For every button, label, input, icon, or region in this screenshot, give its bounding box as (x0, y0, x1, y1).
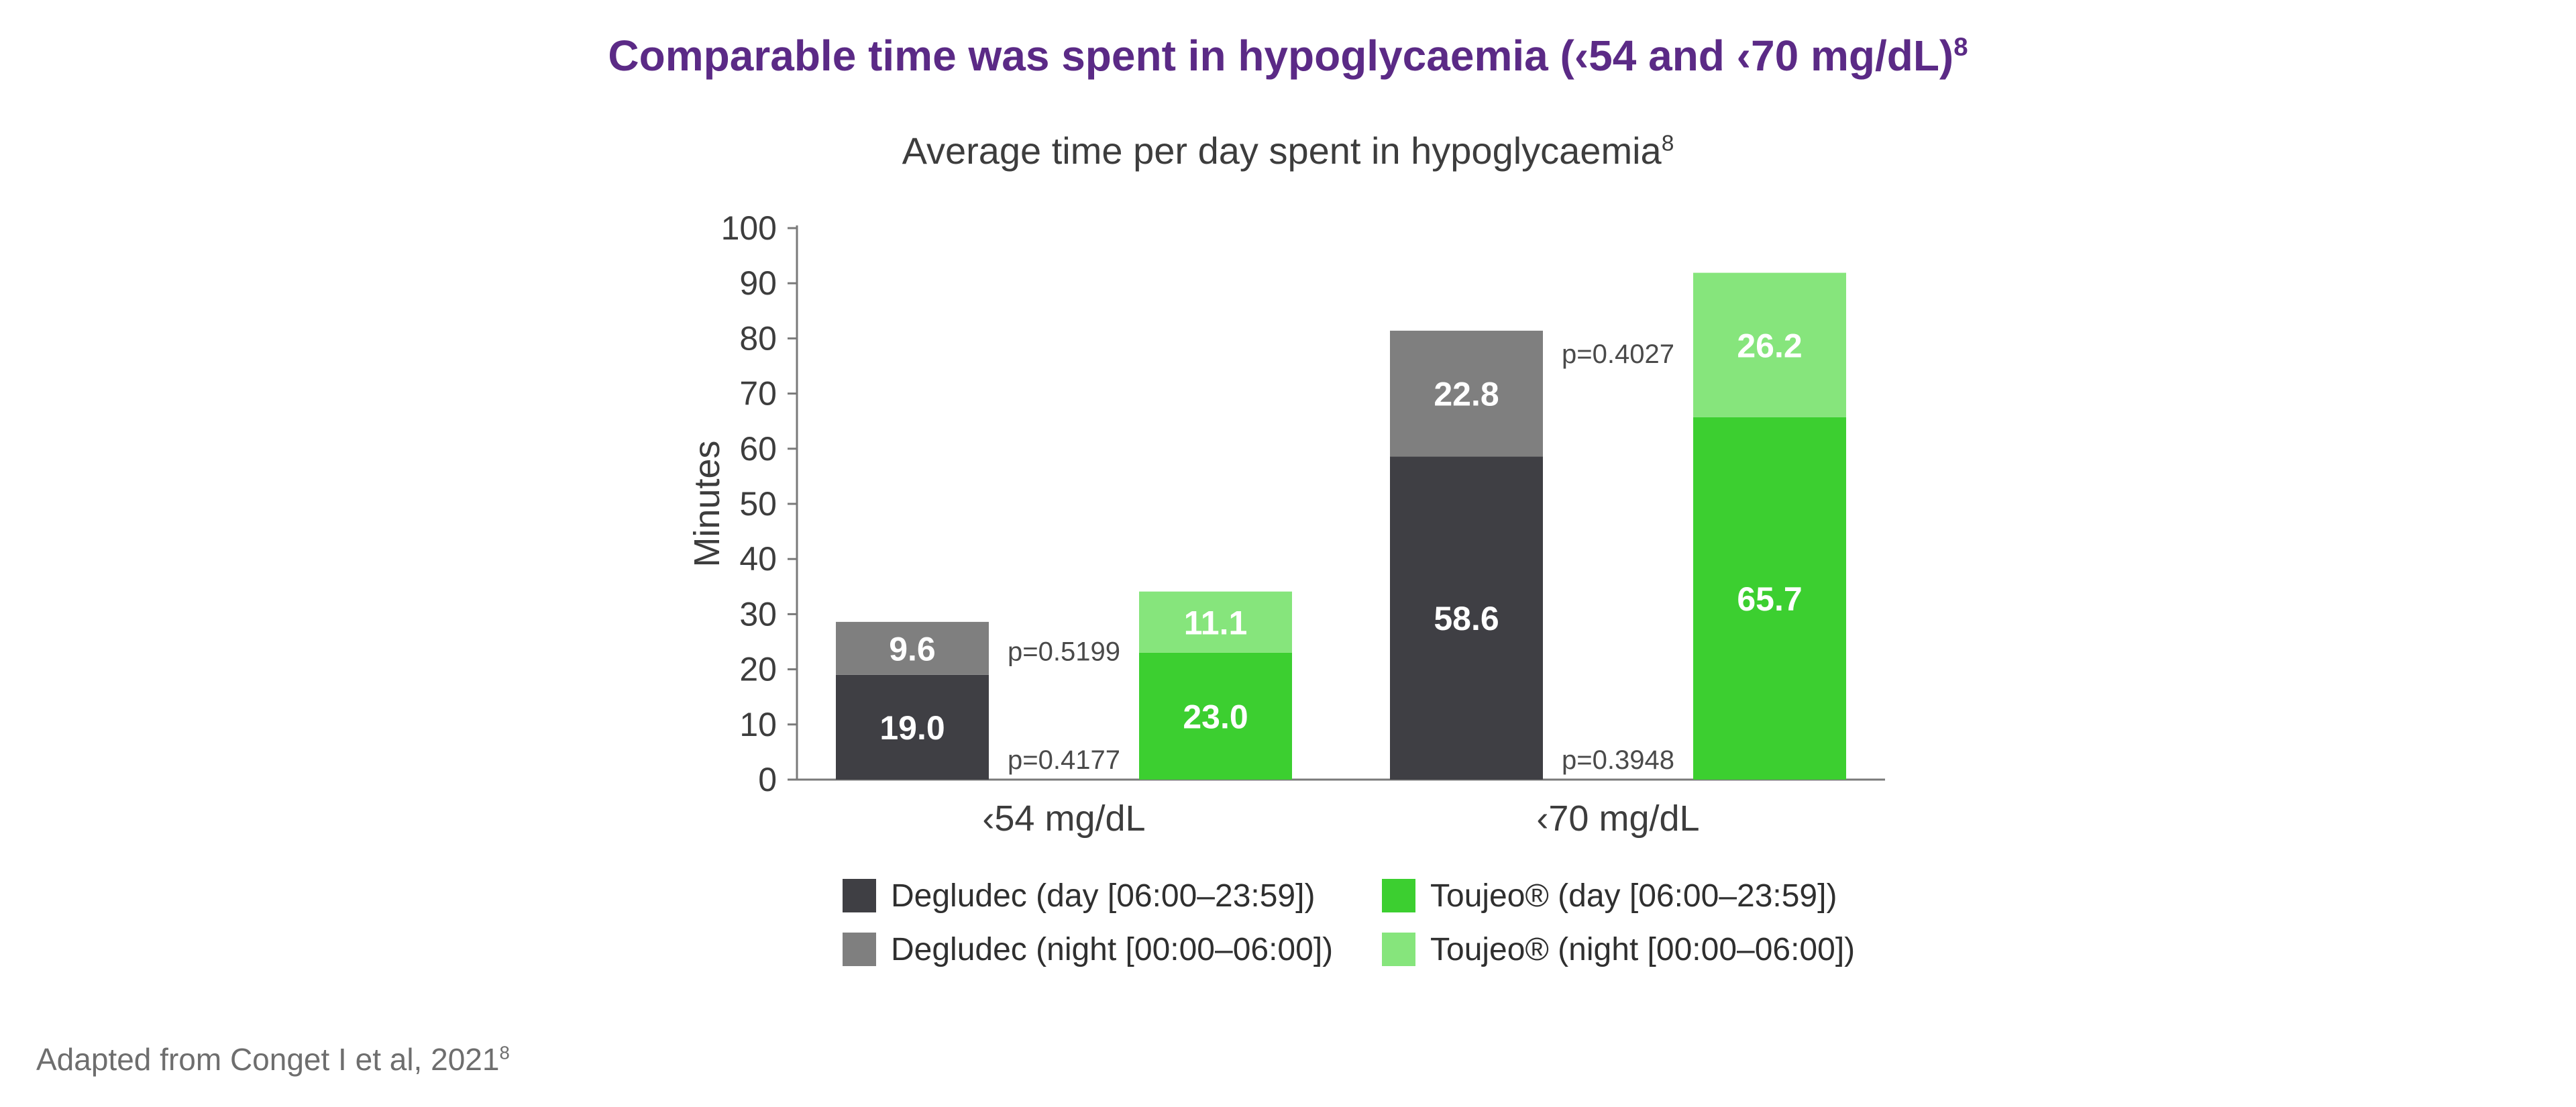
chart-title: Comparable time was spent in hypoglycaem… (0, 31, 2576, 81)
chart-title-reference: 8 (1953, 32, 1968, 62)
y-tick-label: 60 (739, 430, 777, 468)
p-value-night: p=0.5199 (1008, 637, 1120, 666)
source-footnote-reference: 8 (499, 1042, 510, 1063)
chart-subtitle: Average time per day spent in hypoglycae… (0, 129, 2576, 172)
y-tick-label: 100 (721, 209, 777, 247)
bar-label-day: 58.6 (1434, 600, 1499, 637)
bar-segment-night (1390, 330, 1543, 457)
bar-label-day: 19.0 (879, 709, 945, 747)
source-footnote-text: Adapted from Conget I et al, 2021 (36, 1042, 500, 1077)
bar-segment-day (836, 674, 989, 780)
y-tick-label: 0 (758, 761, 777, 798)
legend-label: Toujeo® (day [06:00–23:59]) (1430, 878, 1837, 914)
y-tick-label: 90 (739, 264, 777, 302)
bar-label-day: 23.0 (1183, 698, 1248, 735)
bar-segment-day (1139, 652, 1292, 780)
bar-segment-night (1139, 591, 1292, 653)
bar-segment-day (1390, 456, 1543, 780)
legend-label: Degludec (day [06:00–23:59]) (891, 878, 1315, 914)
y-tick-label: 40 (739, 540, 777, 578)
p-value-night: p=0.4027 (1562, 339, 1674, 369)
bar-label-night: 9.6 (889, 630, 936, 668)
y-tick-label: 70 (739, 375, 777, 413)
x-category-label: ‹70 mg/dL (1536, 798, 1699, 839)
chart-title-text: Comparable time was spent in hypoglycaem… (608, 32, 1954, 80)
y-tick-label: 50 (739, 485, 777, 523)
legend-label: Toujeo® (night [00:00–06:00]) (1430, 932, 1855, 967)
legend-label: Degludec (night [00:00–06:00]) (891, 932, 1333, 967)
bar-label-night: 22.8 (1434, 376, 1499, 413)
y-tick-label: 10 (739, 706, 777, 743)
y-axis-title: Minutes (687, 440, 727, 567)
y-tick-label: 20 (739, 651, 777, 688)
bar-label-night: 26.2 (1737, 327, 1802, 364)
bar-segment-day (1693, 417, 1846, 780)
bar-segment-night (836, 621, 989, 675)
bar-label-day: 65.7 (1737, 580, 1802, 618)
legend-swatch (843, 879, 876, 912)
legend-swatch (843, 933, 876, 966)
y-tick-label: 80 (739, 319, 777, 357)
stacked-bar-chart: 0 10 20 30 40 50 60 70 80 90 100 Minutes 19.0 9.6 23.0… (687, 209, 1885, 967)
legend-swatch (1382, 933, 1415, 966)
y-tick-label: 30 (739, 595, 777, 633)
legend-swatch (1382, 879, 1415, 912)
source-footnote: Adapted from Conget I et al, 20218 (36, 1041, 510, 1077)
bar-label-night: 11.1 (1184, 604, 1248, 641)
bar-segment-night (1693, 272, 1846, 417)
chart-subtitle-reference: 8 (1661, 131, 1674, 156)
chart-subtitle-text: Average time per day spent in hypoglycae… (902, 129, 1662, 172)
p-value-day: p=0.3948 (1562, 745, 1674, 775)
x-category-label: ‹54 mg/dL (982, 798, 1145, 839)
p-value-day: p=0.4177 (1008, 745, 1120, 775)
